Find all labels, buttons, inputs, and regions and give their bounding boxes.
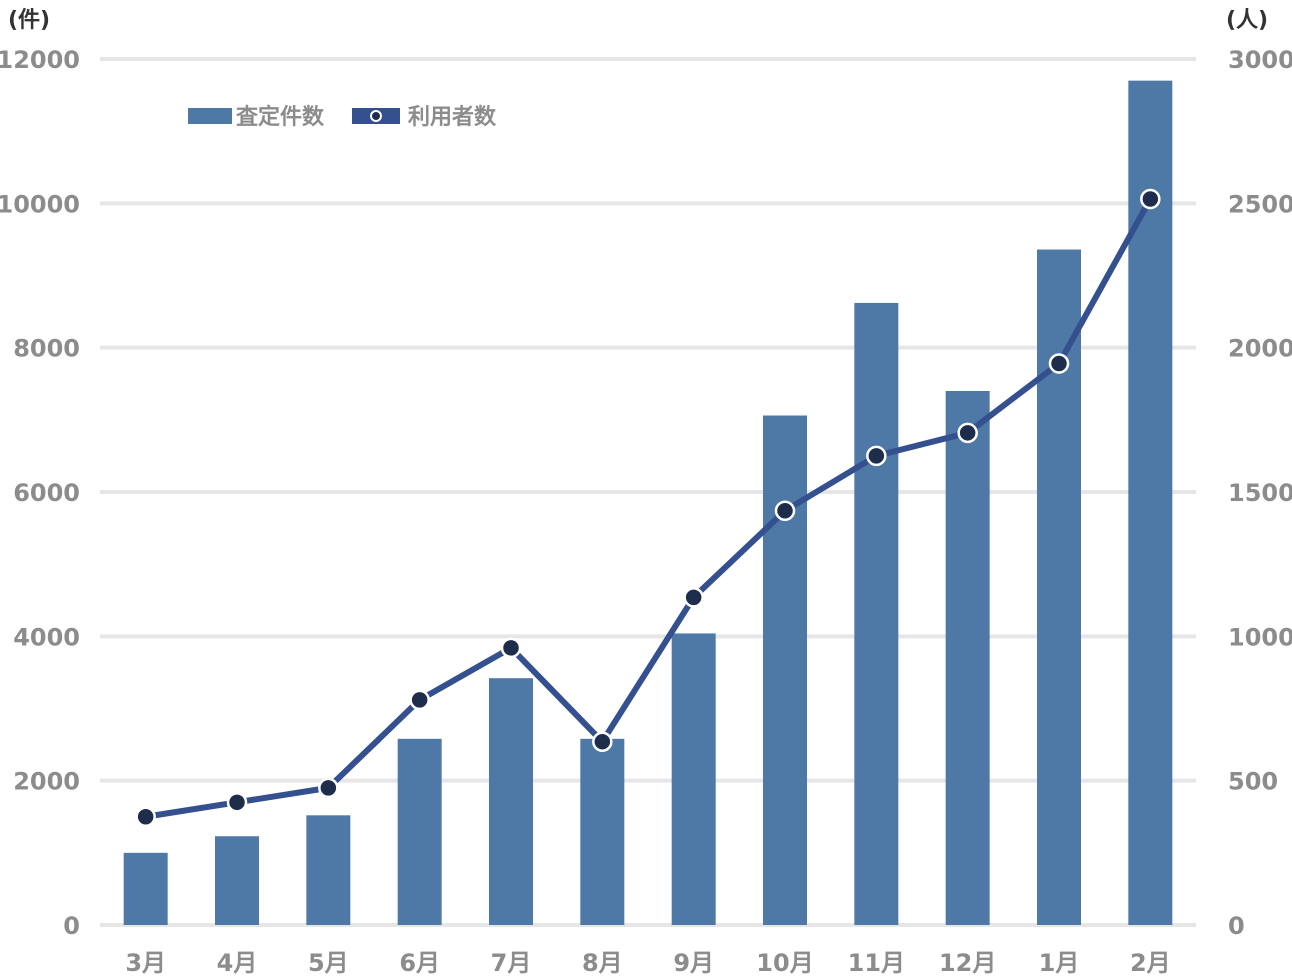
left-axis: 0 2000 4000 6000 8000 10000 12000 xyxy=(0,46,80,940)
bar xyxy=(580,738,625,925)
line-point xyxy=(866,445,887,467)
right-tick-label: 500 xyxy=(1228,768,1278,796)
left-tick-label: 0 xyxy=(63,912,80,940)
bar xyxy=(945,390,990,925)
left-tick-label: 4000 xyxy=(13,623,80,651)
line-point xyxy=(226,792,248,813)
line-point xyxy=(1048,353,1070,374)
line-point xyxy=(774,500,796,522)
left-tick-label: 12000 xyxy=(0,46,80,74)
bar xyxy=(1037,249,1081,925)
bar xyxy=(306,815,351,925)
legend-line-marker xyxy=(370,110,382,122)
right-tick-label: 2500 xyxy=(1228,190,1292,218)
right-tick-label: 1500 xyxy=(1228,479,1292,507)
bar xyxy=(215,836,259,925)
x-tick-label: 1月 xyxy=(1039,949,1080,977)
left-tick-label: 6000 xyxy=(13,479,80,507)
right-tick-label: 1000 xyxy=(1228,623,1292,651)
left-tick-label: 8000 xyxy=(13,335,80,363)
bar xyxy=(123,852,168,925)
x-tick-label: 6月 xyxy=(399,949,440,977)
left-tick-label: 10000 xyxy=(0,190,80,218)
line-point xyxy=(957,422,978,444)
line-path xyxy=(142,196,1154,820)
bar xyxy=(854,302,899,925)
right-axis: 0 500 1000 1500 2000 2500 3000 xyxy=(1228,46,1292,940)
bar xyxy=(489,678,533,925)
gridlines xyxy=(100,57,1196,927)
right-tick-label: 3000 xyxy=(1228,46,1292,74)
x-tick-label: 10月 xyxy=(756,949,813,977)
left-tick-label: 2000 xyxy=(13,768,80,796)
line-point xyxy=(1140,188,1161,210)
x-axis: 3月 4月 5月 6月 7月 8月 9月 10月 11月 12月 1月 2月 xyxy=(125,949,1170,977)
x-tick-label: 4月 xyxy=(217,949,258,977)
x-tick-label: 9月 xyxy=(673,949,714,977)
legend: 査定件数 利用者数 xyxy=(188,104,497,130)
right-axis-unit: (人) xyxy=(1226,8,1268,33)
line-point xyxy=(683,587,704,608)
right-tick-label: 0 xyxy=(1228,912,1245,940)
x-tick-label: 7月 xyxy=(491,949,532,977)
x-tick-label: 11月 xyxy=(848,949,905,977)
x-tick-label: 5月 xyxy=(308,949,349,977)
line-point xyxy=(318,777,339,799)
x-tick-label: 3月 xyxy=(125,949,166,977)
bar xyxy=(671,633,716,925)
line-series xyxy=(135,188,1161,827)
line-point xyxy=(135,806,156,827)
line-point xyxy=(500,637,522,659)
x-tick-label: 12月 xyxy=(939,949,996,977)
right-tick-label: 2000 xyxy=(1228,335,1292,363)
line-point xyxy=(592,731,613,752)
bar xyxy=(397,738,442,925)
legend-bar-swatch xyxy=(188,108,232,124)
legend-bar-label: 査定件数 xyxy=(236,104,325,130)
line-point xyxy=(409,689,430,711)
left-axis-unit: (件) xyxy=(8,8,50,33)
x-tick-label: 8月 xyxy=(582,949,623,977)
bar xyxy=(763,415,807,925)
x-tick-label: 2月 xyxy=(1130,949,1171,977)
legend-line-label: 利用者数 xyxy=(408,104,497,130)
